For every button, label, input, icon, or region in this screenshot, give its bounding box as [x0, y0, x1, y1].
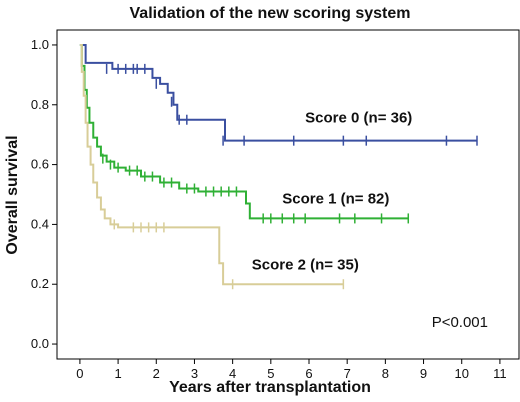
x-tick-label: 10: [454, 366, 468, 381]
x-tick-label: 11: [493, 366, 507, 381]
x-tick-label: 8: [382, 366, 389, 381]
series-label: Score 0 (n= 36): [305, 110, 412, 127]
y-axis-label: Overall survival: [4, 135, 21, 254]
series-labels: Score 0 (n= 36) Score 1 (n= 82) Score 2 (n…: [252, 110, 413, 274]
x-tick-label: 2: [153, 366, 160, 381]
y-tick-label: 0.8: [31, 97, 49, 112]
x-axis-label: Years after transplantation: [169, 379, 371, 396]
chart-title: Validation of the new scoring system: [130, 5, 411, 22]
p-value: P<0.001: [432, 314, 488, 331]
x-axis: 0 1 2 3 4 5 6 7 8 9 10 11: [76, 359, 507, 381]
y-tick-label: 0.0: [31, 336, 49, 351]
x-tick-label: 1: [114, 366, 121, 381]
x-tick-label: 7: [344, 366, 351, 381]
series-label: Score 1 (n= 82): [282, 190, 389, 207]
x-tick-label: 6: [305, 366, 312, 381]
y-tick-label: 0.2: [31, 276, 49, 291]
survival-curve-0: [79, 43, 477, 142]
y-tick-label: 0.6: [31, 157, 49, 172]
x-tick-label: 9: [420, 366, 427, 381]
series-layer: [79, 43, 478, 290]
series-label: Score 2 (n= 35): [252, 256, 359, 273]
y-axis: 0.0 0.2 0.4 0.6 0.8 1.0: [31, 37, 57, 351]
survival-curve-2: [79, 43, 344, 286]
x-tick-label: 5: [267, 366, 274, 381]
y-tick-label: 0.4: [31, 216, 49, 231]
x-tick-label: 3: [191, 366, 198, 381]
y-tick-label: 1.0: [31, 37, 49, 52]
x-tick-label: 4: [229, 366, 236, 381]
plot-area: [56, 29, 520, 360]
x-tick-label: 0: [76, 366, 83, 381]
